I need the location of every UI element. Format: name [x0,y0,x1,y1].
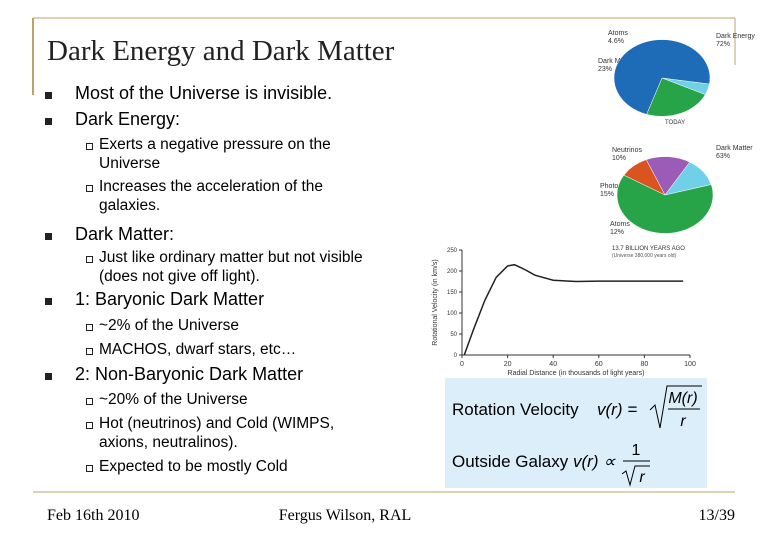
footer-page: 13/39 [699,507,735,524]
formula-den: r [639,469,645,486]
y-tick-label: 150 [447,290,458,296]
x-tick-label: 100 [684,361,696,368]
footer-date: Feb 16th 2010 [47,507,139,524]
bullet-text: Most of the Universe is invisible. [75,83,333,103]
bullet-text: Exerts a negative pressure on the Univer… [99,136,331,172]
formula-num: M(r) [668,390,697,407]
y-tick-label: 200 [447,269,458,275]
slide-title: Dark Energy and Dark Matter [47,35,395,67]
pie-value-label: 4.6% [608,38,624,45]
pie-label: Dark Matter [716,145,753,152]
bullet-text: Dark Energy: [75,109,181,129]
bullet-marker [86,348,93,355]
formula-den: r [680,413,686,430]
pie-value-label: 23% [598,66,612,73]
pie-value-label: 10% [612,155,626,162]
bullet-text: 2: Non-Baryonic Dark Matter [75,364,304,384]
bullet-marker [45,373,52,380]
y-tick-label: 50 [450,332,457,338]
pie-slice [616,174,714,234]
pie-slice [646,77,706,117]
x-axis-label: Radial Distance (in thousands of light y… [508,370,645,377]
bullet-text: 1: Baryonic Dark Matter [75,289,265,309]
footer-author: Fergus Wilson, RAL [279,507,412,524]
x-tick-label: 40 [549,361,557,368]
x-tick-label: 60 [595,361,603,368]
bullet-text: Expected to be mostly Cold [99,458,288,475]
pie-value-label: 15% [600,191,614,198]
pie-label: Dark Matter [598,58,635,65]
bullet-marker [86,422,93,429]
bullet-marker [45,233,52,240]
bullet-text: Hot (neutrinos) and Cold (WIMPS, axions,… [99,415,335,451]
formula-label: Outside Galaxy [452,452,569,471]
formula-lhs: v(r) = [597,400,637,419]
pie-label: Atoms [608,30,628,37]
pie-label: Photons [600,183,626,190]
bullet-text: ~20% of the Universe [99,391,248,408]
bullet-text: Dark Matter: [75,224,175,244]
formula-box [445,378,707,488]
pie-label: Dark Energy [716,33,755,40]
bullet-text: ~2% of the Universe [99,317,240,334]
bullet-marker [45,298,52,305]
y-tick-label: 250 [447,248,458,254]
formula-label: Rotation Velocity [452,400,579,419]
bullet-marker [86,465,93,472]
rotation-curve [463,263,684,356]
y-axis-label: Rotational Velocity (in km/s) [432,259,439,345]
x-tick-label: 20 [504,361,512,368]
bullet-marker [86,185,93,192]
x-tick-label: 0 [460,361,464,368]
bullet-text: MACHOS, dwarf stars, etc… [99,341,297,358]
formula: Rotation Velocity v(r) = M(r) r Outside … [452,385,702,487]
radical [621,465,650,487]
bullet-marker [86,143,93,150]
radical [649,385,702,429]
x-tick-label: 80 [641,361,649,368]
pie-label: Neutrinos [612,147,642,154]
pie-caption: 13.7 BILLION YEARS AGO [612,246,685,252]
bullet-text: Just like ordinary matter but not visibl… [99,249,363,285]
formula-lhs: v(r) ∝ [573,452,616,471]
pie-value-label: 12% [610,229,624,236]
pie-value-label: 72% [716,41,730,48]
bullet-marker [86,398,93,405]
y-tick-label: 0 [454,353,458,359]
bullet-marker [45,118,52,125]
pie-caption: TODAY [665,120,685,126]
pie-label: Atoms [610,221,630,228]
formula-num: 1 [632,442,641,459]
bullet-marker [45,92,52,99]
pie-slice [613,39,711,115]
bullet-marker [86,256,93,263]
pie-subcaption: (Universe 380,000 years old) [612,253,677,259]
bullet-marker [86,324,93,331]
pie-value-label: 63% [716,153,730,160]
bullet-text: Increases the acceleration of the galaxi… [99,178,324,214]
y-tick-label: 100 [447,311,458,317]
